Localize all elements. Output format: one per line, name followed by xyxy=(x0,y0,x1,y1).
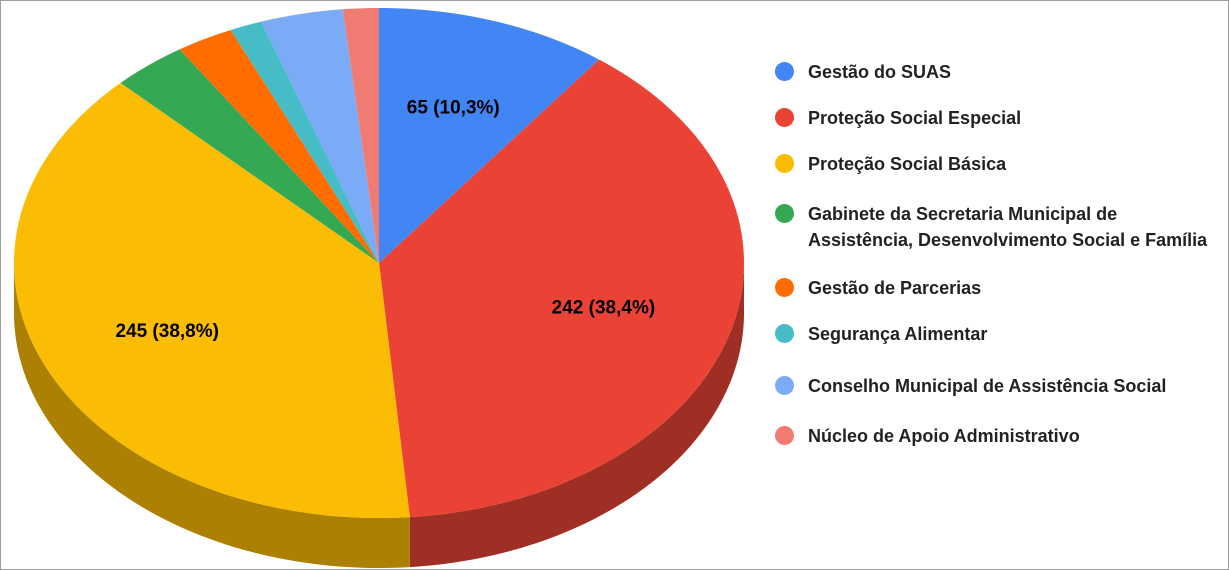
legend-item: Gestão do SUAS xyxy=(771,59,1221,85)
legend-swatch xyxy=(775,324,794,343)
legend-label: Gestão de Parcerias xyxy=(808,278,982,298)
pie-slice xyxy=(230,21,379,264)
legend-label: Conselho Municipal de Assistência Social xyxy=(808,376,1167,396)
data-label: 245 (38,8%) xyxy=(115,321,219,342)
legend-item: Gabinete da Secretaria Municipal de Assi… xyxy=(771,201,1221,253)
pie-slice xyxy=(342,8,379,263)
legend-item: Proteção Social Básica xyxy=(771,151,1221,177)
legend-item: Núcleo de Apoio Administrativo xyxy=(771,423,1221,449)
pie-side xyxy=(14,263,410,568)
legend: Gestão do SUAS Proteção Social Especial Pr… xyxy=(771,59,1221,449)
legend-label: Gabinete da Secretaria Municipal de Assi… xyxy=(808,204,1208,250)
legend-item: Segurança Alimentar xyxy=(771,321,1221,347)
legend-label: Núcleo de Apoio Administrativo xyxy=(808,426,1080,446)
legend-swatch xyxy=(775,278,794,297)
pie-side xyxy=(409,263,744,568)
legend-item: Proteção Social Especial xyxy=(771,105,1221,131)
legend-label: Proteção Social Especial xyxy=(808,108,1022,128)
pie-slice xyxy=(261,9,379,264)
legend-swatch xyxy=(775,62,794,81)
legend-item: Gestão de Parcerias xyxy=(771,275,1221,301)
data-label: 242 (38,4%) xyxy=(552,297,656,318)
legend-swatch xyxy=(775,108,794,127)
pie-slice xyxy=(179,29,379,263)
legend-swatch xyxy=(775,376,794,395)
pie-area: 65 (10,3%) 242 (38,4%) 245 (38,8%) xyxy=(14,8,744,568)
data-label: 65 (10,3%) xyxy=(407,97,500,118)
legend-item: Conselho Municipal de Assistência Social xyxy=(771,373,1221,399)
pie-slice xyxy=(379,59,744,518)
pie-slice xyxy=(14,82,410,518)
pie-slice xyxy=(379,8,600,263)
legend-swatch xyxy=(775,426,794,445)
legend-label: Gestão do SUAS xyxy=(808,62,952,82)
legend-swatch xyxy=(775,154,794,173)
legend-swatch xyxy=(775,204,794,223)
pie-slice xyxy=(120,49,380,264)
legend-label: Proteção Social Básica xyxy=(808,154,1007,174)
legend-label: Segurança Alimentar xyxy=(808,324,988,344)
